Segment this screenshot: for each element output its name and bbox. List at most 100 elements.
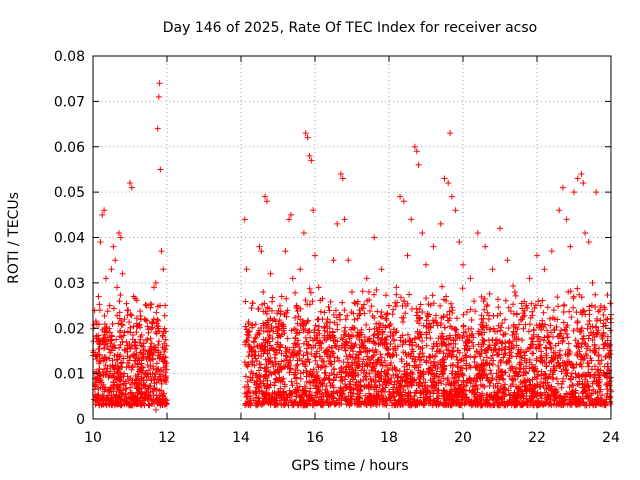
data-point-4027 (559, 184, 566, 191)
data-point-3690 (540, 337, 547, 344)
data-point-442 (148, 301, 155, 308)
data-point-3966 (282, 248, 289, 255)
data-point-522 (127, 329, 134, 336)
data-point-4016 (482, 243, 489, 250)
data-point-673 (114, 401, 121, 408)
data-point-3125 (529, 335, 536, 342)
data-points (90, 80, 614, 413)
data-point-4023 (534, 252, 540, 259)
data-point-692 (163, 400, 170, 407)
data-point-4024 (541, 266, 548, 273)
data-point-500 (117, 402, 124, 409)
data-point-1062 (328, 361, 335, 368)
data-point-477 (152, 374, 159, 381)
data-point-3738 (588, 366, 595, 373)
data-point-853 (423, 295, 430, 302)
x-axis-title: GPS time / hours (291, 458, 408, 474)
data-point-1642 (246, 348, 253, 355)
data-point-795 (248, 305, 255, 312)
x-tick-label-4: 18 (380, 430, 398, 446)
data-point-699 (122, 397, 129, 404)
data-point-4035 (585, 239, 592, 246)
data-point-594 (148, 325, 155, 332)
data-point-645 (145, 392, 152, 399)
x-tick-label-2: 14 (232, 430, 250, 446)
data-point-1645 (546, 340, 553, 347)
data-point-1129 (348, 366, 355, 373)
data-point-4034 (582, 229, 589, 236)
data-point-3684 (544, 333, 551, 340)
data-point-292 (142, 316, 149, 323)
data-point-1497 (247, 374, 254, 381)
data-point-1665 (430, 390, 437, 397)
x-tick-label-5: 20 (454, 430, 472, 446)
data-point-4014 (467, 275, 474, 282)
data-point-1482 (364, 362, 371, 369)
data-point-1489 (331, 319, 338, 326)
data-point-4007 (441, 175, 448, 182)
data-point-4015 (474, 229, 481, 236)
data-point-656 (159, 332, 166, 339)
y-tick-label-8: 0.08 (54, 49, 85, 65)
data-point-1519 (595, 382, 602, 389)
data-point-552 (148, 340, 155, 347)
data-point-1599 (520, 372, 527, 379)
data-point-318 (126, 319, 133, 326)
data-point-667 (123, 380, 130, 387)
data-point-4025 (548, 248, 555, 255)
data-point-3994 (386, 302, 392, 309)
data-point-1732 (507, 349, 514, 356)
data-point-69 (135, 389, 142, 396)
data-point-4018 (497, 225, 503, 232)
data-point-1830 (481, 384, 488, 391)
data-point-1978 (325, 303, 332, 310)
data-point-643 (105, 395, 112, 402)
data-point-2337 (342, 324, 349, 331)
data-point-2825 (383, 316, 390, 323)
data-point-1459 (448, 325, 455, 332)
data-point-1555 (563, 331, 570, 338)
data-point-387 (127, 354, 134, 361)
data-point-800 (454, 356, 461, 363)
data-point-3962 (267, 270, 274, 277)
data-point-1048 (544, 304, 551, 311)
data-point-4002 (415, 161, 422, 168)
data-point-2401 (595, 308, 602, 315)
data-point-614 (90, 338, 97, 345)
data-point-3876 (242, 323, 249, 330)
data-point-681 (131, 342, 138, 349)
data-point-1417 (453, 315, 460, 322)
data-point-3907 (102, 275, 109, 282)
data-point-312 (128, 312, 135, 319)
data-point-3952 (241, 216, 248, 223)
data-point-2841 (489, 336, 496, 343)
data-point-1658 (373, 401, 380, 408)
data-point-4037 (593, 189, 600, 196)
data-point-2072 (495, 304, 502, 311)
data-point-338 (133, 297, 140, 304)
data-point-669 (147, 375, 154, 382)
data-point-129 (155, 342, 162, 349)
y-tick-label-7: 0.07 (54, 94, 85, 110)
data-point-3068 (344, 312, 351, 319)
data-point-3843 (337, 311, 344, 318)
data-point-597 (137, 397, 144, 404)
data-point-3178 (485, 316, 492, 323)
data-point-3645 (300, 369, 307, 376)
data-point-3415 (594, 330, 601, 337)
data-point-1711 (563, 372, 570, 379)
data-point-2121 (578, 340, 585, 347)
data-point-299 (111, 352, 118, 359)
data-point-79 (123, 386, 130, 393)
data-point-1554 (263, 310, 270, 317)
data-point-1944 (440, 350, 447, 357)
data-point-3790 (459, 285, 466, 292)
data-point-501 (163, 400, 170, 407)
data-point-1686 (391, 381, 398, 388)
data-point-760 (494, 296, 501, 303)
data-point-3889 (432, 353, 439, 360)
data-point-3607 (460, 323, 467, 330)
data-point-3637 (371, 331, 378, 338)
data-point-1219 (430, 358, 437, 365)
data-point-4004 (423, 261, 429, 268)
